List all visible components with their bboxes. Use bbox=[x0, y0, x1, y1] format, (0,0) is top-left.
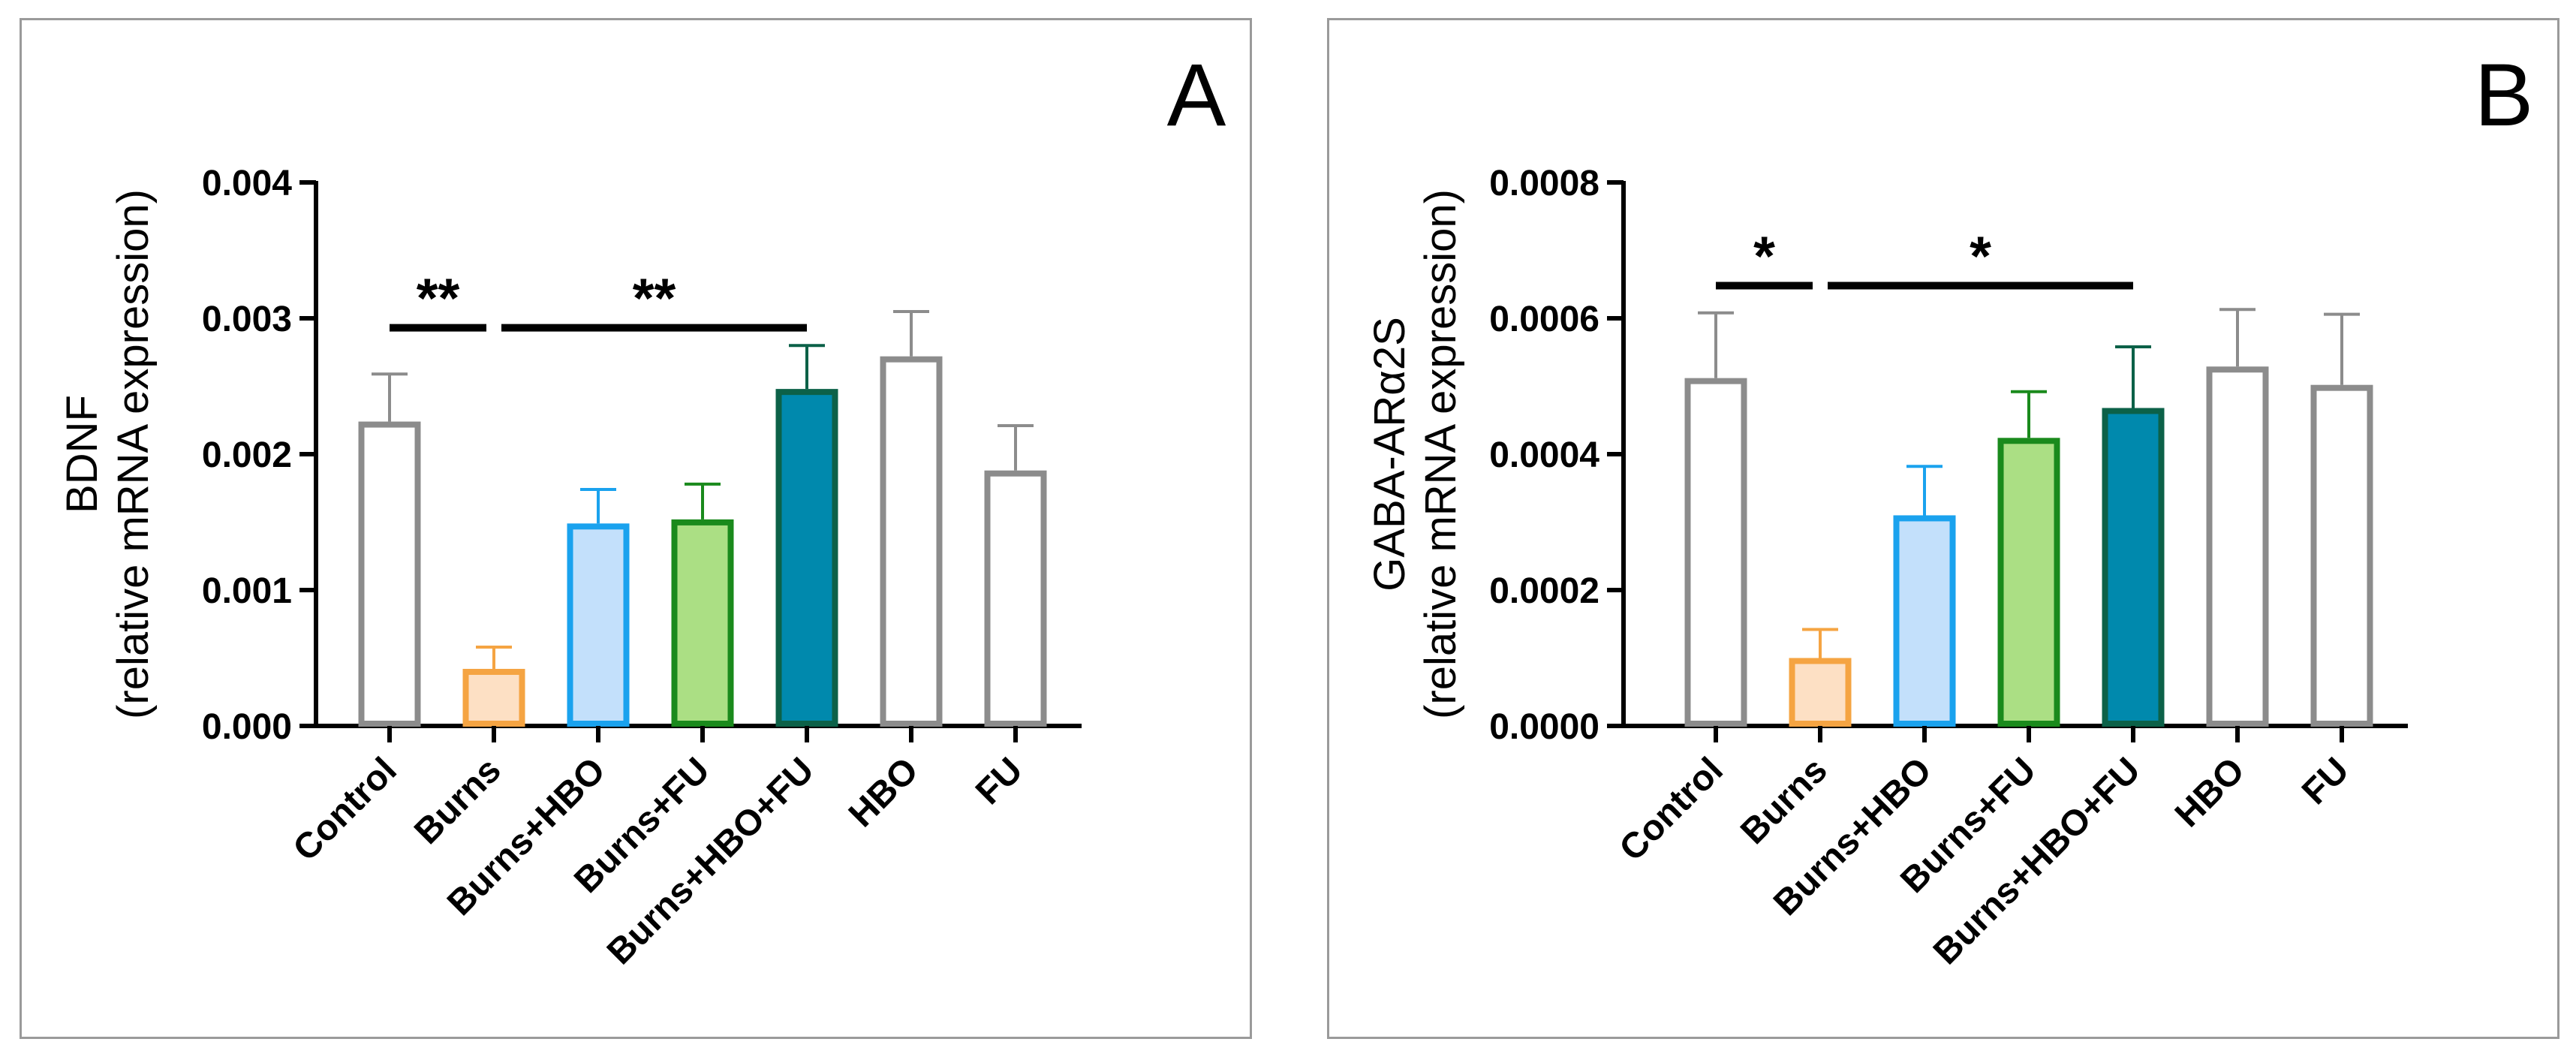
y-axis-label: GABA-ARα2S bbox=[1365, 317, 1414, 592]
panel-letter: B bbox=[2475, 46, 2534, 145]
x-category-label: FU bbox=[968, 750, 1031, 812]
bar-burns bbox=[1789, 658, 1852, 727]
chart-panel-a: A BDNF (relative mRNA expression) 0.000 0.00… bbox=[20, 18, 1252, 1039]
y-tick-label: 0.000 bbox=[202, 707, 292, 747]
y-tick-label: 0.0002 bbox=[1489, 571, 1599, 611]
bar-fu bbox=[984, 470, 1047, 727]
gaba-bar-chart: B GABA-ARα2S (relative mRNA expression) 0.0… bbox=[1365, 46, 2534, 972]
significance-stars: * bbox=[1970, 225, 1991, 288]
bar-control bbox=[1684, 378, 1747, 727]
bar-burns-hbo-fu bbox=[775, 389, 838, 727]
significance-stars: ** bbox=[417, 267, 460, 330]
x-category-label: HBO bbox=[2168, 750, 2252, 835]
y-axis-label-sub: (relative mRNA expression) bbox=[109, 189, 158, 719]
x-category-label: Burns bbox=[407, 750, 509, 852]
bar-burns-hbo bbox=[567, 523, 630, 727]
y-axis-label-sub: (relative mRNA expression) bbox=[1416, 189, 1465, 719]
y-tick-label: 0.002 bbox=[202, 435, 292, 475]
x-category-label: HBO bbox=[841, 750, 926, 835]
y-tick-label: 0.003 bbox=[202, 300, 292, 339]
significance-stars: ** bbox=[633, 267, 676, 330]
bar-hbo bbox=[880, 356, 943, 727]
x-category-label: Control bbox=[286, 750, 405, 869]
y-axis-label: BDNF bbox=[58, 395, 107, 513]
y-tick-label: 0.0004 bbox=[1489, 435, 1599, 475]
bar-control bbox=[358, 421, 421, 727]
y-tick-label: 0.0006 bbox=[1489, 300, 1599, 339]
y-tick-label: 0.0008 bbox=[1489, 164, 1599, 203]
y-tick-label: 0.001 bbox=[202, 571, 292, 611]
bar-burns bbox=[462, 668, 525, 727]
y-tick-label: 0.0000 bbox=[1489, 707, 1599, 747]
x-category-label: Burns bbox=[1733, 750, 1835, 852]
x-category-label: Control bbox=[1612, 750, 1731, 869]
bar-burns-fu bbox=[671, 519, 734, 727]
y-tick-label: 0.004 bbox=[202, 164, 292, 203]
x-category-label: FU bbox=[2295, 750, 2357, 812]
significance-stars: * bbox=[1753, 225, 1775, 288]
chart-panel-b: B GABA-ARα2S (relative mRNA expression) 0.0… bbox=[1327, 18, 2559, 1039]
bar-burns-fu bbox=[1997, 438, 2060, 727]
bdnf-bar-chart: A BDNF (relative mRNA expression) 0.000 0.00… bbox=[58, 46, 1226, 972]
panel-letter: A bbox=[1167, 46, 1226, 145]
bar-fu bbox=[2310, 384, 2373, 727]
bar-hbo bbox=[2206, 366, 2269, 727]
bar-burns-hbo-fu bbox=[2102, 408, 2165, 727]
bar-burns-hbo bbox=[1893, 515, 1956, 727]
